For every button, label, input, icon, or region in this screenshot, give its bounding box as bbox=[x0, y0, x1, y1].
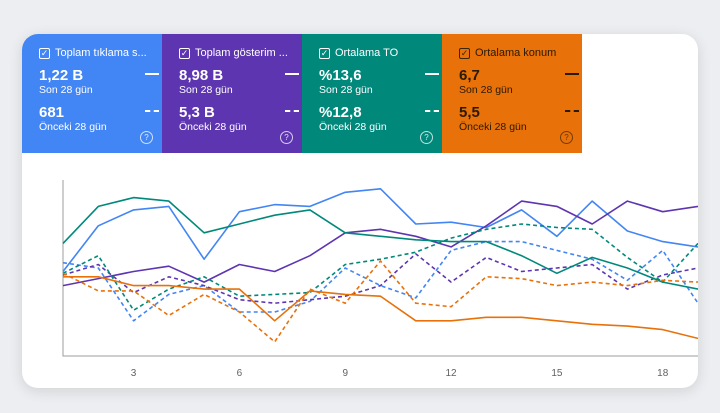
series-line-0 bbox=[62, 188, 698, 272]
metric-current-period: Son 28 gün bbox=[319, 84, 373, 96]
x-tick-label: 3 bbox=[131, 368, 137, 379]
series-line-4 bbox=[62, 196, 698, 290]
series-line-7 bbox=[62, 260, 698, 343]
dashed-line-legend-icon bbox=[425, 110, 439, 112]
help-icon[interactable]: ? bbox=[140, 131, 153, 144]
x-tick-label: 6 bbox=[237, 368, 243, 379]
metric-previous-value: %12,8 bbox=[319, 104, 362, 121]
metric-current-period: Son 28 gün bbox=[39, 84, 93, 96]
series-line-5 bbox=[62, 223, 698, 312]
metric-total-impressions[interactable]: ✓ Toplam gösterim ... 8,98 B Son 28 gün 5,… bbox=[162, 34, 302, 153]
solid-line-legend-icon bbox=[285, 73, 299, 75]
metric-current-value: %13,6 bbox=[319, 67, 362, 84]
metric-current-value: 6,7 bbox=[459, 67, 480, 84]
series-line-1 bbox=[62, 240, 698, 322]
checkbox-checked-icon[interactable]: ✓ bbox=[179, 47, 190, 59]
metric-current-period: Son 28 gün bbox=[459, 84, 513, 96]
metric-previous-period: Önceki 28 gün bbox=[319, 121, 387, 133]
dashed-line-legend-icon bbox=[145, 110, 159, 112]
chart-axis bbox=[62, 180, 698, 357]
x-tick-label: 9 bbox=[342, 368, 348, 379]
help-icon[interactable]: ? bbox=[280, 131, 293, 144]
metric-previous-period: Önceki 28 gün bbox=[39, 121, 107, 133]
performance-line-chart: 3 6 9 12 15 18 bbox=[62, 180, 698, 379]
dashed-line-legend-icon bbox=[565, 110, 579, 112]
metric-average-position[interactable]: ✓ Ortalama konum 6,7 Son 28 gün 5,5 Önceki … bbox=[442, 34, 582, 153]
metric-previous-value: 681 bbox=[39, 104, 65, 121]
checkbox-checked-icon[interactable]: ✓ bbox=[39, 47, 50, 59]
metric-previous-value: 5,3 B bbox=[179, 104, 215, 121]
x-tick-label: 18 bbox=[657, 368, 669, 379]
solid-line-legend-icon bbox=[565, 73, 579, 75]
series-line-2 bbox=[62, 200, 698, 287]
x-tick-label: 12 bbox=[445, 368, 457, 379]
x-tick-label: 15 bbox=[551, 368, 563, 379]
solid-line-legend-icon bbox=[145, 73, 159, 75]
metric-previous-period: Önceki 28 gün bbox=[179, 121, 247, 133]
checkbox-checked-icon[interactable]: ✓ bbox=[319, 47, 330, 59]
solid-line-legend-icon bbox=[425, 73, 439, 75]
metric-average-ctr[interactable]: ✓ Ortalama TO %13,6 Son 28 gün %12,8 Önceki… bbox=[302, 34, 442, 153]
performance-card: ✓ Toplam tıklama s... 1,22 B Son 28 gün 68… bbox=[22, 34, 698, 388]
help-icon[interactable]: ? bbox=[420, 131, 433, 144]
metric-current-period: Son 28 gün bbox=[179, 84, 233, 96]
series-line-3 bbox=[62, 253, 698, 305]
help-icon[interactable]: ? bbox=[560, 131, 573, 144]
checkbox-checked-icon[interactable]: ✓ bbox=[459, 47, 470, 59]
metric-total-clicks[interactable]: ✓ Toplam tıklama s... 1,22 B Son 28 gün 68… bbox=[22, 34, 162, 153]
series-line-6 bbox=[63, 276, 698, 340]
metric-current-value: 1,22 B bbox=[39, 67, 84, 84]
metric-tabs: ✓ Toplam tıklama s... 1,22 B Son 28 gün 68… bbox=[22, 34, 582, 153]
metric-previous-period: Önceki 28 gün bbox=[459, 121, 527, 133]
dashed-line-legend-icon bbox=[285, 110, 299, 112]
metric-previous-value: 5,5 bbox=[459, 104, 480, 121]
metric-current-value: 8,98 B bbox=[179, 67, 224, 84]
